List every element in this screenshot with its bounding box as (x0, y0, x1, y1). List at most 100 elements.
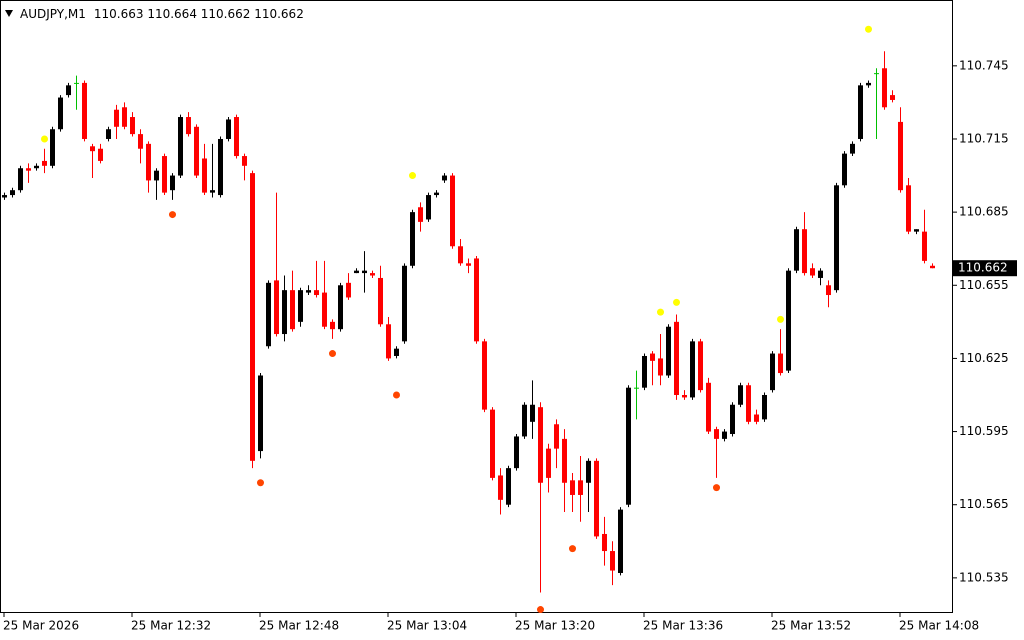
candle-body (298, 290, 303, 322)
candle (850, 141, 855, 157)
candle (154, 168, 159, 200)
candle (458, 238, 463, 266)
candle-body (674, 321, 679, 395)
candle (2, 192, 7, 200)
candle-body (330, 321, 335, 330)
candle-body (530, 404, 535, 422)
candle (378, 265, 383, 327)
candle-body (434, 192, 439, 196)
candle-body (482, 341, 487, 410)
y-tick-label: 110.595 (959, 424, 1009, 438)
candle (418, 202, 423, 232)
candle (34, 163, 39, 171)
candle-body (930, 265, 935, 269)
candle (866, 80, 871, 88)
candle-body (562, 438, 567, 483)
candle (522, 402, 527, 439)
candle-body (506, 468, 511, 505)
candle (754, 409, 759, 425)
candle (26, 163, 31, 183)
candle-body (266, 282, 271, 347)
candle-body (658, 358, 663, 376)
x-tick-label: 25 Mar 14:08 (899, 619, 979, 633)
candle (90, 143, 95, 178)
quote: 110.663 110.664 110.662 110.662 (94, 7, 304, 21)
candle-body (666, 326, 671, 376)
fractal-marker (713, 484, 720, 492)
candle-body (170, 175, 175, 191)
candle-body (762, 394, 767, 420)
candle (234, 114, 239, 159)
menu-arrow[interactable] (5, 10, 13, 17)
candle (914, 229, 919, 235)
candle-body (218, 138, 223, 196)
candle (570, 473, 575, 513)
candle (506, 465, 511, 508)
candle (410, 209, 415, 269)
fractal-marker (657, 308, 664, 316)
candle (322, 260, 327, 330)
candle-body (450, 175, 455, 247)
candle (858, 82, 863, 142)
candle (490, 407, 495, 481)
candle (330, 319, 335, 339)
candle-body (746, 385, 751, 422)
candle-body (82, 82, 87, 139)
candle (818, 268, 823, 286)
fractal-marker (329, 350, 336, 358)
candle (258, 373, 263, 459)
candle-body (882, 68, 887, 108)
candle (338, 282, 343, 332)
candle-body (458, 246, 463, 264)
candle-body (138, 134, 143, 149)
candle-body (690, 341, 695, 398)
y-tick-label: 110.535 (959, 570, 1009, 584)
candle (626, 385, 631, 508)
candle (266, 280, 271, 349)
candle (426, 192, 431, 222)
candle-body (130, 117, 135, 135)
symbol: AUDJPY,M1 (20, 7, 86, 21)
candle (314, 260, 319, 298)
candle-body (98, 148, 103, 161)
candle (466, 258, 471, 274)
fractal-marker (673, 298, 680, 306)
candle-body (826, 285, 831, 296)
candle (634, 370, 639, 420)
candle-body (498, 475, 503, 500)
candle-body (794, 229, 799, 271)
candle (242, 153, 247, 181)
candle-body (370, 273, 375, 276)
fractal-marker (537, 606, 544, 614)
y-tick-label: 110.655 (959, 278, 1009, 292)
candle (178, 114, 183, 178)
candle (810, 263, 815, 278)
candle-body (322, 292, 327, 327)
candle (578, 455, 583, 522)
candle-body (874, 73, 879, 75)
candle-body (514, 436, 519, 469)
candle-body (66, 85, 71, 96)
candle-body (402, 265, 407, 342)
x-tick-label: 25 Mar 13:36 (643, 619, 723, 633)
candle-body (682, 394, 687, 398)
candle-body (602, 533, 607, 552)
x-tick-label: 25 Mar 2026 (3, 619, 79, 633)
candle-body (554, 424, 559, 449)
candle-body (906, 185, 911, 232)
candle-body (714, 429, 719, 439)
candle-body (786, 270, 791, 371)
fractal-marker (169, 211, 176, 219)
candle-body (578, 480, 583, 495)
fractal-marker (409, 172, 416, 180)
candle-body (194, 126, 199, 176)
candle-body (858, 85, 863, 139)
fractal-marker (393, 391, 400, 399)
candle-body (74, 82, 79, 84)
candle (250, 170, 255, 469)
candle-body (546, 448, 551, 478)
header: AUDJPY,M1 110.663 110.664 110.662 110.662 (20, 7, 304, 21)
candle (306, 285, 311, 296)
candle (434, 190, 439, 198)
